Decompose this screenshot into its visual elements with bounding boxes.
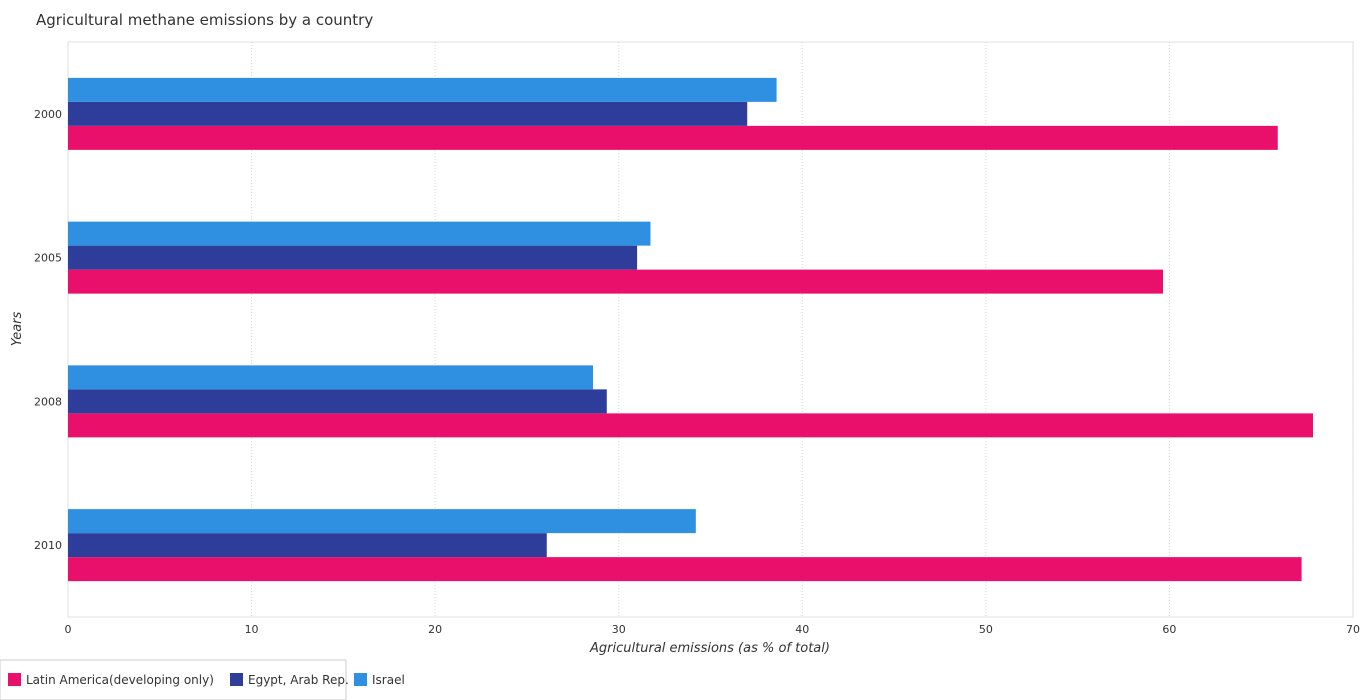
legend-swatch [354,673,367,686]
x-tick-label: 70 [1346,623,1360,636]
plot-frame [67,41,1354,618]
bar [68,389,607,414]
y-tick-labels: 2000 2005 2008 2010 [34,108,62,552]
bar [68,101,748,126]
x-tick-label: 40 [795,623,809,636]
bar [68,125,1278,150]
bar [68,245,638,270]
legend-swatch [8,673,21,686]
bar [68,509,696,534]
y-tick-label: 2008 [34,395,62,408]
bar [68,413,1313,438]
y-tick-label: 2010 [34,539,62,552]
y-axis-label: Years [10,311,25,346]
bar [68,221,651,246]
bar [68,557,1302,582]
x-tick-label: 30 [612,623,626,636]
chart-title: Agricultural methane emissions by a coun… [36,11,373,29]
x-tick-label: 10 [245,623,259,636]
x-tick-label: 60 [1162,623,1176,636]
legend-label: Egypt, Arab Rep. [248,673,349,687]
x-tick-label: 0 [65,623,72,636]
x-axis-label: Agricultural emissions (as % of total) [589,641,830,656]
legend-label: Israel [372,673,405,687]
legend-swatch [230,673,243,686]
x-tick-label: 20 [428,623,442,636]
bar [68,77,777,102]
bar [68,269,1164,294]
legend-label: Latin America(developing only) [26,673,214,687]
bar [68,533,547,558]
x-tick-labels: 0 10 20 30 40 50 60 70 [65,623,1361,636]
x-tick-label: 50 [979,623,993,636]
y-tick-label: 2005 [34,252,62,265]
bars [68,77,1313,582]
bar [68,365,594,390]
legend: Latin America(developing only) Egypt, Ara… [0,659,405,700]
y-tick-label: 2000 [34,108,62,121]
